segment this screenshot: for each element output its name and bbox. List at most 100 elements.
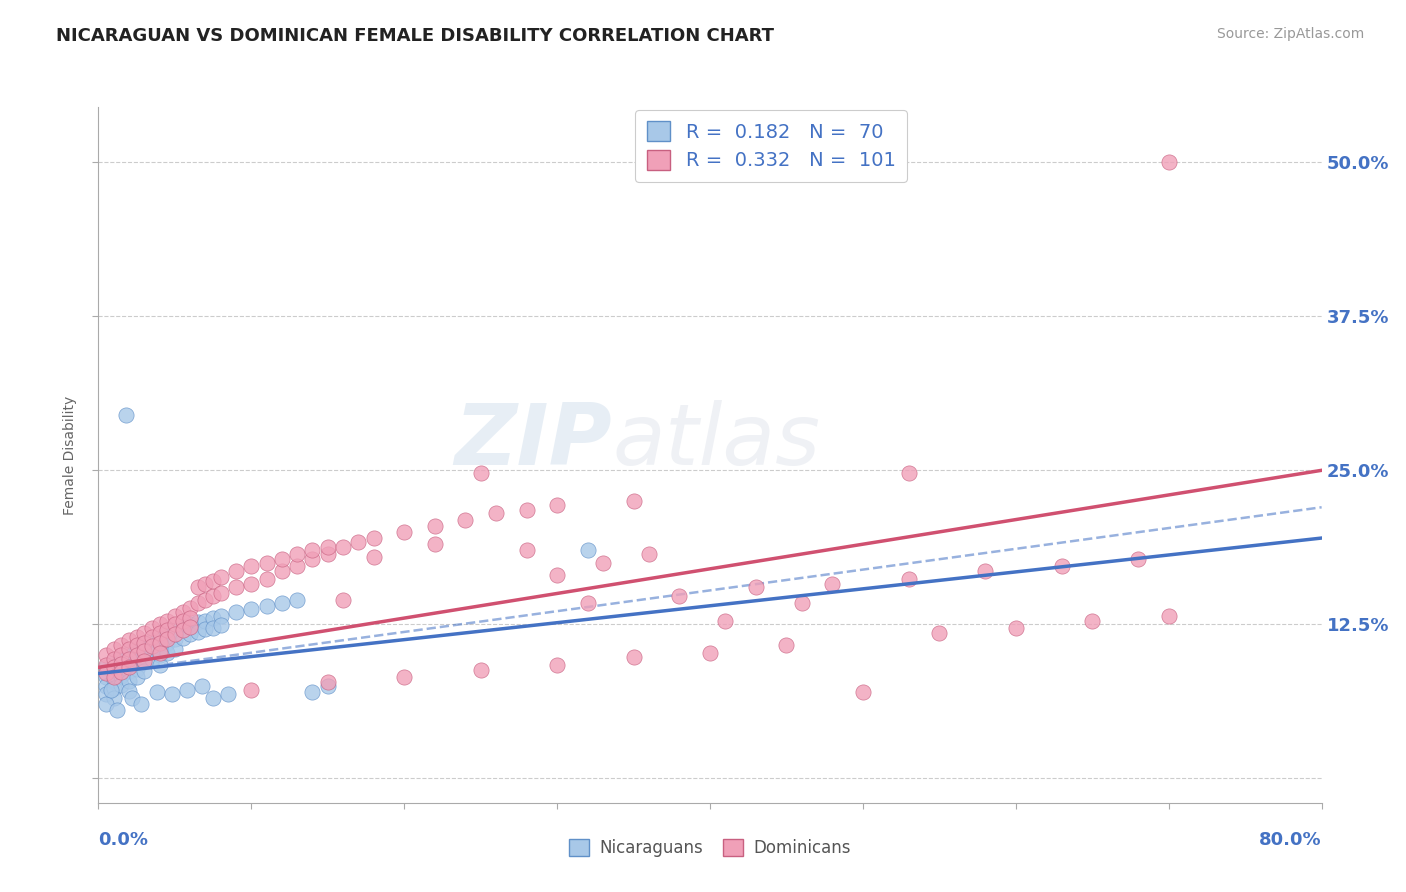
Point <box>454 512 477 526</box>
Point <box>125 641 148 656</box>
Text: 0.0%: 0.0% <box>98 830 149 848</box>
Point <box>187 615 209 629</box>
Point <box>94 648 117 662</box>
Point <box>392 670 416 684</box>
Point <box>470 466 492 480</box>
Point <box>141 640 163 654</box>
Point <box>1357 650 1379 665</box>
Point <box>125 651 148 665</box>
Point <box>1128 552 1150 566</box>
Point <box>897 466 920 480</box>
Point <box>179 611 201 625</box>
Point <box>316 675 339 690</box>
Point <box>202 691 225 706</box>
Point <box>202 621 225 635</box>
Point <box>1004 621 1026 635</box>
Point <box>699 646 721 660</box>
Point <box>94 657 117 672</box>
Point <box>974 564 997 578</box>
Point <box>134 654 156 668</box>
Text: ZIP: ZIP <box>454 400 612 483</box>
Point <box>94 666 117 681</box>
Point <box>225 580 247 594</box>
Point <box>301 543 323 558</box>
Point <box>187 596 209 610</box>
Point <box>125 638 148 652</box>
Point <box>149 625 172 640</box>
Point <box>176 682 198 697</box>
Point <box>202 574 225 589</box>
Point <box>134 625 156 640</box>
Point <box>423 537 446 551</box>
Point <box>256 572 278 586</box>
Point <box>623 494 645 508</box>
Point <box>134 646 156 660</box>
Point <box>745 580 768 594</box>
Point <box>516 543 538 558</box>
Point <box>118 641 141 656</box>
Point <box>118 651 141 665</box>
Point <box>423 518 446 533</box>
Point <box>94 698 117 712</box>
Point <box>225 564 247 578</box>
Point <box>105 703 128 717</box>
Point <box>928 625 950 640</box>
Point <box>103 651 125 665</box>
Point <box>149 657 172 672</box>
Point <box>94 660 117 674</box>
Point <box>103 673 125 687</box>
Point <box>209 608 232 623</box>
Point <box>118 660 141 674</box>
Point <box>897 572 920 586</box>
Point <box>103 663 125 677</box>
Point <box>156 636 179 650</box>
Point <box>240 682 263 697</box>
Point <box>194 614 217 628</box>
Point <box>301 552 323 566</box>
Point <box>225 605 247 619</box>
Point <box>301 685 323 699</box>
Point <box>149 617 172 632</box>
Point <box>110 657 132 671</box>
Point <box>363 531 385 545</box>
Point <box>110 669 132 683</box>
Point <box>332 540 354 554</box>
Text: Source: ZipAtlas.com: Source: ZipAtlas.com <box>1216 27 1364 41</box>
Point <box>103 670 125 684</box>
Point <box>546 498 568 512</box>
Point <box>110 660 132 674</box>
Point <box>485 507 508 521</box>
Point <box>156 614 179 628</box>
Point <box>316 679 339 693</box>
Point <box>115 408 138 422</box>
Point <box>100 682 122 697</box>
Point <box>637 547 661 561</box>
Point <box>149 646 172 660</box>
Point <box>194 576 217 591</box>
Point <box>160 688 183 702</box>
Point <box>172 605 194 619</box>
Point <box>576 543 599 558</box>
Point <box>363 549 385 564</box>
Point <box>285 559 308 574</box>
Point <box>134 636 156 650</box>
Point <box>179 601 201 615</box>
Point <box>125 648 148 662</box>
Point <box>1157 608 1180 623</box>
Point <box>285 592 308 607</box>
Point <box>316 540 339 554</box>
Point <box>103 691 125 706</box>
Point <box>347 534 370 549</box>
Point <box>103 660 125 674</box>
Point <box>209 586 232 600</box>
Point <box>194 592 217 607</box>
Point <box>156 646 179 660</box>
Point <box>141 633 163 648</box>
Point <box>149 636 172 650</box>
Point <box>125 670 148 684</box>
Point <box>163 617 186 632</box>
Point <box>94 670 117 684</box>
Point <box>240 602 263 616</box>
Point <box>202 589 225 603</box>
Point <box>270 596 292 610</box>
